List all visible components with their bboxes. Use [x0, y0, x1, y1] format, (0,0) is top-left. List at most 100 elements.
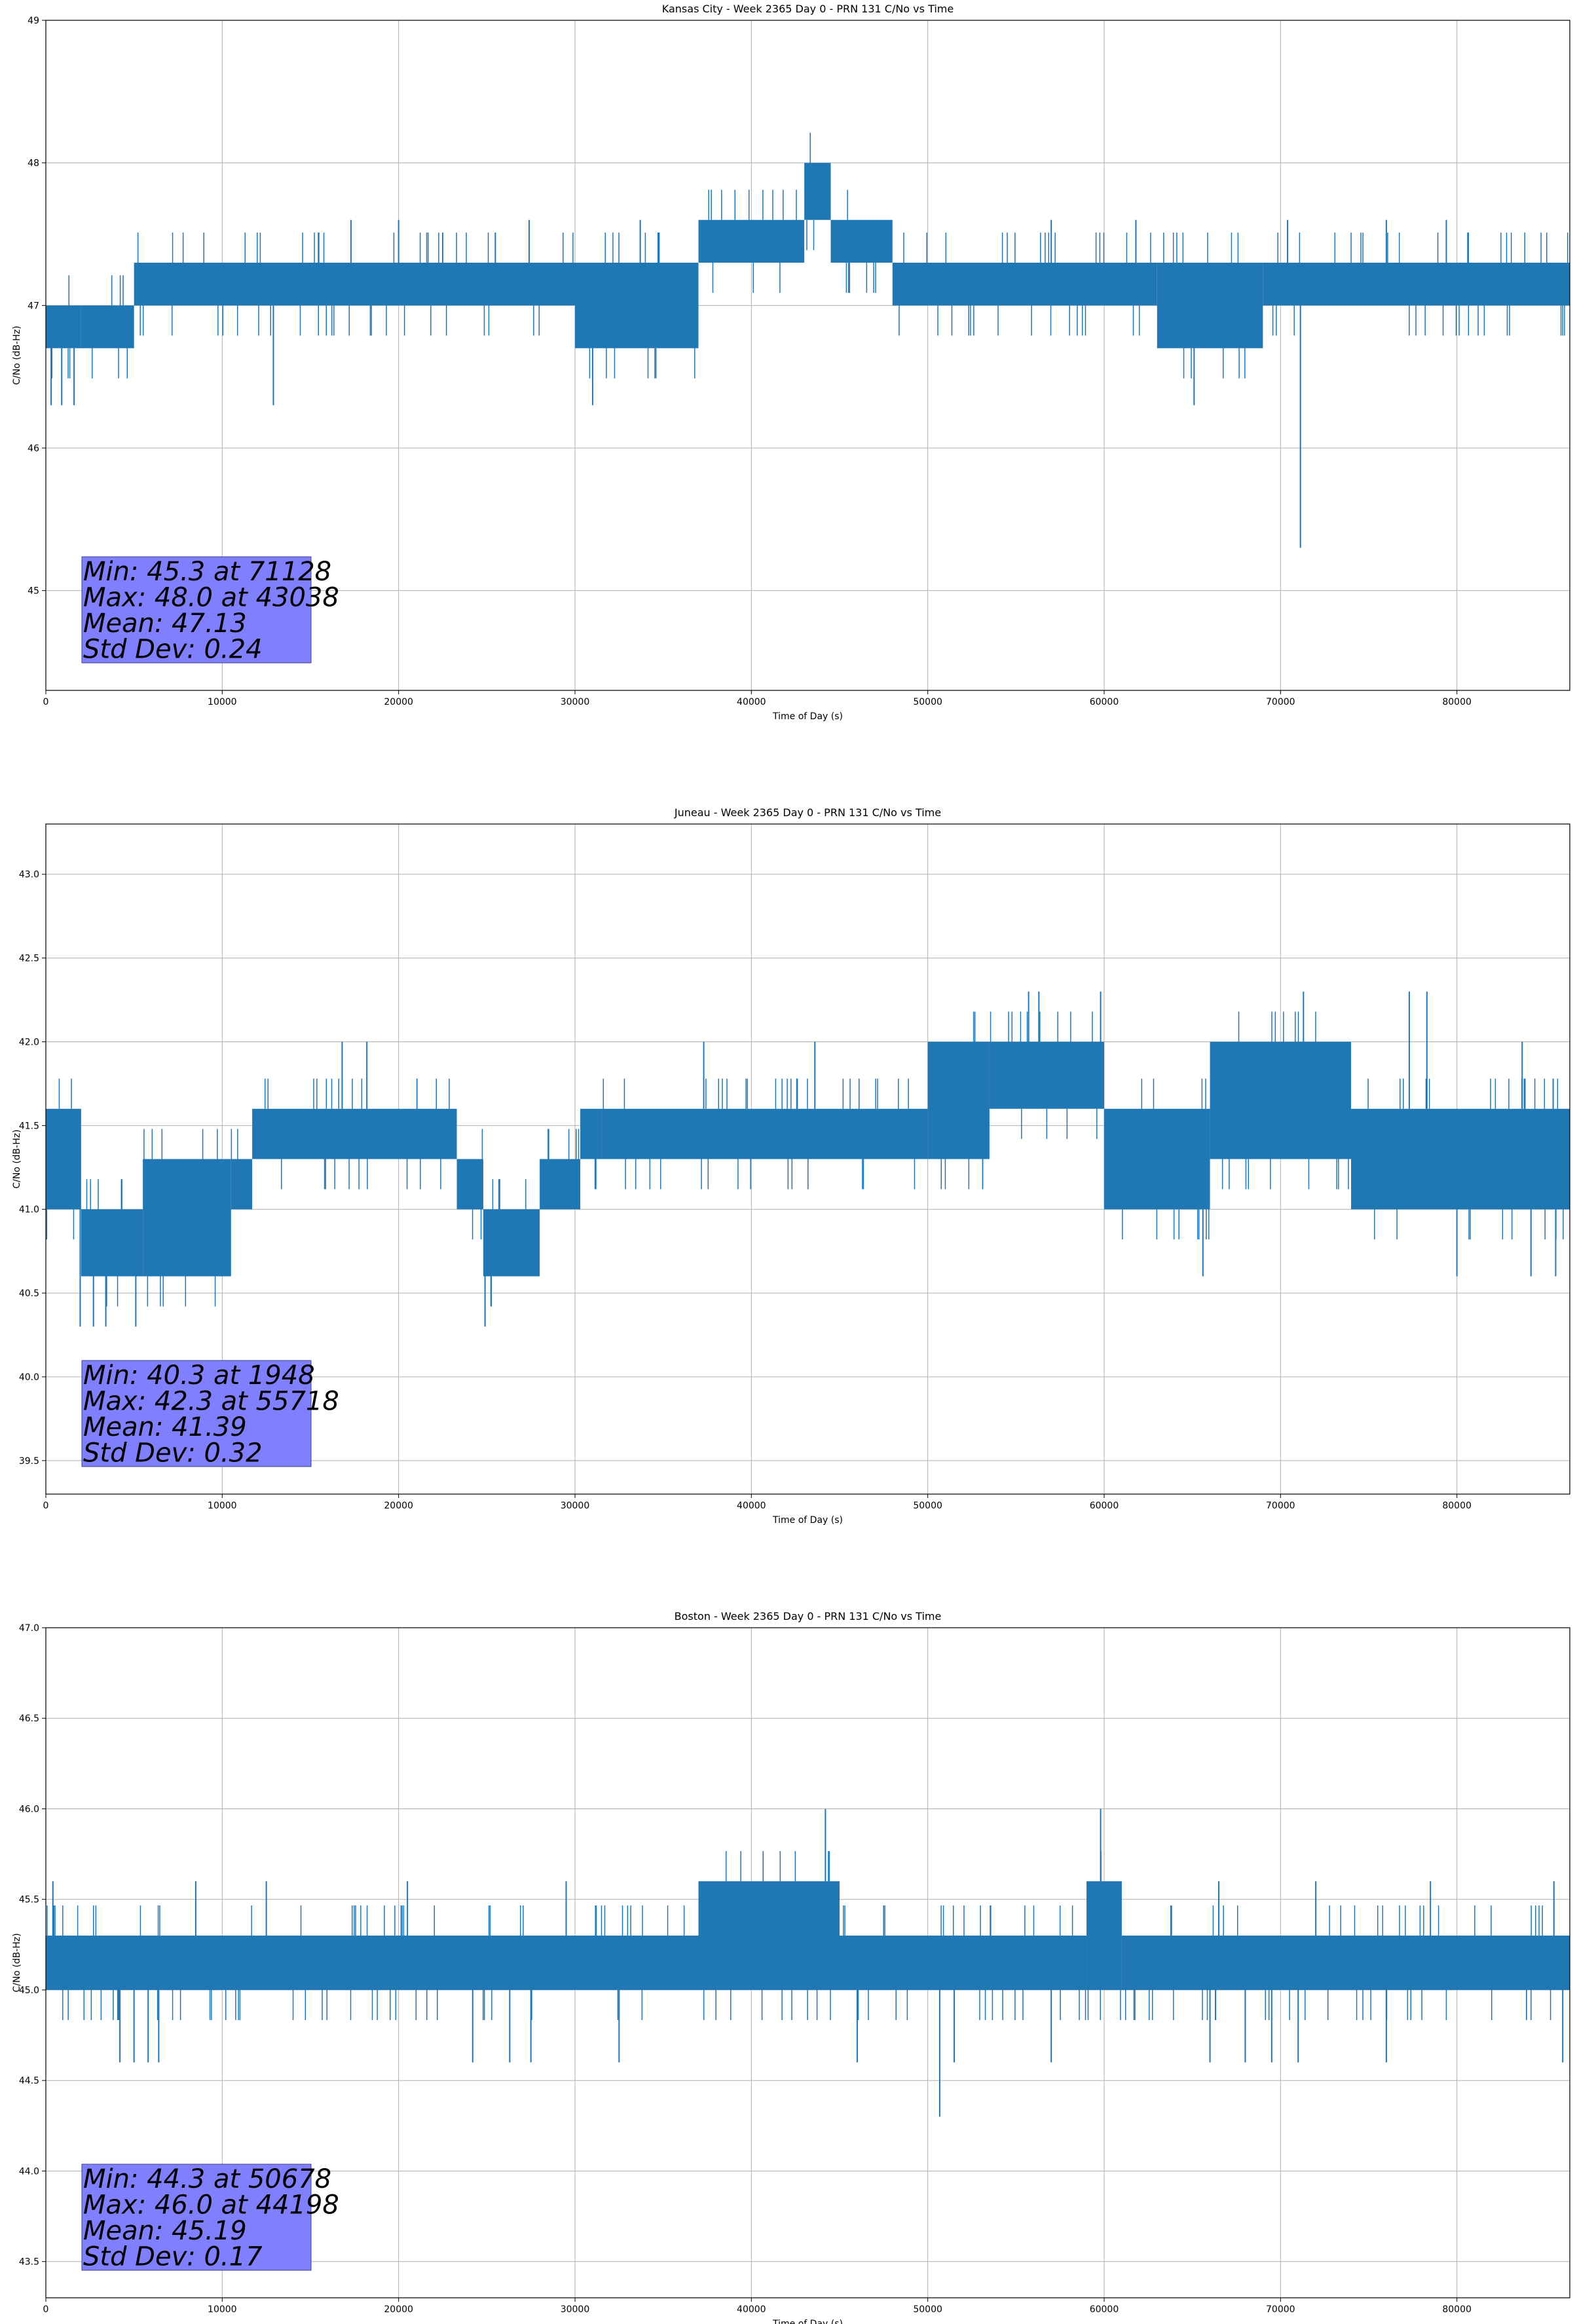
y-tick-label: 44.5 [19, 2076, 39, 2086]
data-series [46, 132, 1570, 548]
data-band-5 [1121, 1936, 1570, 1990]
stats-std: Std Dev: 0.24 [83, 635, 263, 665]
x-tick-label: 80000 [1442, 697, 1472, 707]
plot-frame [45, 20, 1570, 691]
data-band-5 [698, 219, 805, 263]
data-band-7 [483, 1209, 540, 1277]
data-band-6 [804, 162, 831, 220]
stats-mean: Mean: 45.19 [83, 2216, 247, 2246]
data-band-4 [231, 1159, 253, 1210]
y-tick-label: 45.5 [19, 1895, 39, 1905]
y-tick-label: 47 [28, 301, 39, 311]
chart-title: Boston - Week 2365 Day 0 - PRN 131 C/No … [675, 1610, 942, 1622]
x-tick-label: 70000 [1266, 1501, 1295, 1511]
y-tick-label: 42.0 [19, 1037, 39, 1047]
data-band-13 [1104, 1108, 1210, 1210]
stats-max: Max: 46.0 at 44198 [83, 2190, 339, 2221]
data-band-10 [601, 1108, 928, 1159]
x-tick-label: 40000 [737, 1501, 766, 1511]
data-band-3 [143, 1159, 231, 1277]
data-band-4 [1086, 1881, 1122, 1990]
data-band-10 [1263, 263, 1570, 306]
x-tick-label: 10000 [208, 697, 237, 707]
y-tick-label: 41.5 [19, 1121, 39, 1131]
data-band-3 [839, 1936, 1087, 1990]
y-tick-label: 40.0 [19, 1372, 39, 1383]
x-tick-label: 60000 [1090, 697, 1119, 707]
x-tick-label: 20000 [384, 2304, 413, 2315]
y-tick-label: 45 [28, 586, 39, 597]
data-band-8 [892, 263, 1157, 306]
data-band-9 [580, 1108, 602, 1159]
x-tick-label: 60000 [1090, 1501, 1119, 1511]
data-band-14 [1210, 1041, 1352, 1159]
data-series [46, 991, 1570, 1327]
x-axis-label: Time of Day (s) [772, 2319, 843, 2324]
x-tick-label: 50000 [913, 2304, 942, 2315]
data-band-8 [540, 1159, 581, 1210]
data-band-12 [989, 1041, 1104, 1109]
x-tick-label: 30000 [561, 2304, 590, 2315]
data-band-3 [134, 263, 575, 306]
x-tick-label: 20000 [384, 697, 413, 707]
x-axis-label: Time of Day (s) [772, 1515, 843, 1526]
y-tick-label: 39.5 [19, 1456, 39, 1467]
stats-box-background [81, 2164, 312, 2271]
y-axis-label: C/No (dB-Hz) [12, 326, 22, 384]
y-tick-label: 44.0 [19, 2166, 39, 2177]
chart-title: Juneau - Week 2365 Day 0 - PRN 131 C/No … [674, 806, 941, 819]
stats-max: Max: 48.0 at 43038 [83, 583, 339, 613]
x-tick-label: 80000 [1442, 1501, 1472, 1511]
data-noise [46, 1011, 1564, 1307]
x-tick-label: 70000 [1266, 697, 1295, 707]
data-series [46, 1809, 1570, 2117]
chart-panel-1: 0 10000 20000 30000 40000 50000 60000 70000 8000… [12, 3, 1570, 722]
x-tick-label: 80000 [1442, 2304, 1472, 2315]
stats-box-background [81, 1360, 312, 1467]
data-noise [46, 1851, 1551, 2021]
data-band-1 [46, 1936, 699, 1990]
data-band-1 [46, 1108, 81, 1210]
data-band-1 [46, 305, 81, 348]
plot-frame [45, 1627, 1570, 2298]
x-tick-label: 0 [43, 2304, 49, 2315]
stats-min: Min: 45.3 at 71128 [83, 557, 331, 587]
y-tick-label: 47.0 [19, 1623, 39, 1634]
y-tick-label: 46.0 [19, 1804, 39, 1814]
plot-frame [45, 823, 1570, 1495]
data-band-4 [574, 263, 699, 348]
chart-title: Kansas City - Week 2365 Day 0 - PRN 131 … [662, 3, 954, 15]
y-tick-label: 45.0 [19, 1985, 39, 1996]
x-tick-label: 40000 [737, 2304, 766, 2315]
x-tick-label: 60000 [1090, 2304, 1119, 2315]
x-tick-label: 10000 [208, 1501, 237, 1511]
x-tick-label: 40000 [737, 697, 766, 707]
x-tick-label: 30000 [561, 697, 590, 707]
y-axis-label: C/No (dB-Hz) [12, 1129, 22, 1188]
data-band-2 [81, 305, 134, 348]
x-tick-label: 0 [43, 697, 49, 707]
stats-min: Min: 44.3 at 50678 [83, 2164, 331, 2194]
stats-std: Std Dev: 0.32 [83, 1438, 263, 1469]
x-tick-label: 70000 [1266, 2304, 1295, 2315]
stats-box-background [81, 556, 312, 664]
stats-std: Std Dev: 0.17 [83, 2242, 263, 2272]
data-band-15 [1351, 1108, 1570, 1210]
stats-min: Min: 40.3 at 1948 [83, 1360, 315, 1391]
data-band-11 [927, 1041, 990, 1159]
x-axis-label: Time of Day (s) [772, 711, 843, 722]
x-tick-label: 0 [43, 1501, 49, 1511]
x-tick-label: 50000 [913, 1501, 942, 1511]
data-band-7 [830, 219, 893, 263]
data-band-5 [252, 1108, 457, 1159]
stats-max: Max: 42.3 at 55718 [83, 1387, 339, 1417]
data-band-2 [81, 1209, 143, 1277]
y-axis-label: C/No (dB-Hz) [12, 1933, 22, 1992]
y-tick-label: 43.5 [19, 2257, 39, 2268]
y-tick-label: 49 [28, 16, 39, 26]
data-band-9 [1157, 263, 1263, 348]
